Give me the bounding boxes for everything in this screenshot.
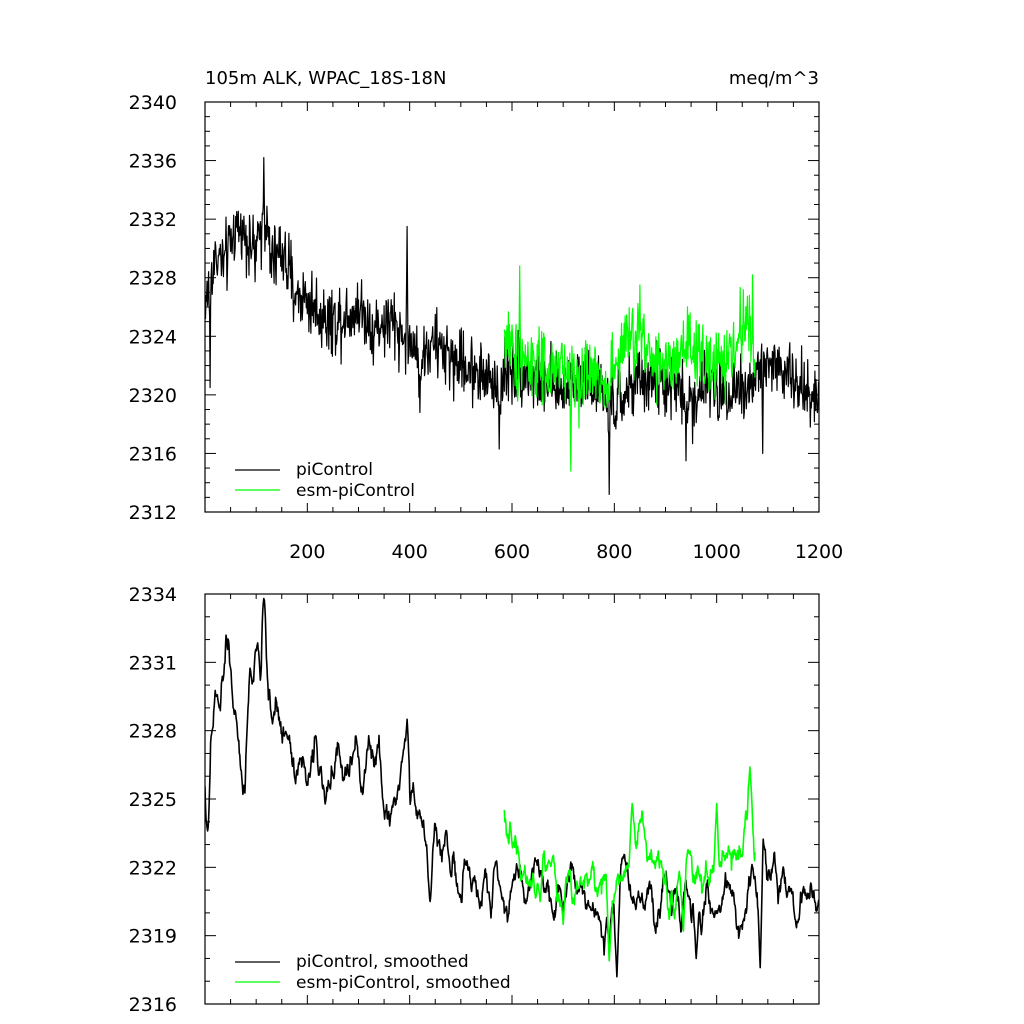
top-ytick-label: 2332 [129,209,177,231]
bottom-legend-label-0: piControl, smoothed [296,952,469,972]
bottom-ytick-label: 2319 [129,926,177,948]
bottom-series-line-0 [205,597,819,978]
top-legend-label-0: piControl [296,460,373,480]
bottom-ytick-label: 2316 [129,994,177,1016]
top-ytick-label: 2316 [129,443,177,465]
bottom-ytick-label: 2322 [129,857,177,879]
bottom-ytick-label: 2325 [129,789,177,811]
top-series-line-1 [503,265,756,472]
top-ytick-label: 2340 [129,92,177,114]
bottom-series-group [205,597,819,978]
top-ticks: 200 400 600 800 1000 1200 2340 2336 2332 2328 2324… [129,92,844,563]
top-title: 105m ALK, WPAC_18S-18N [205,68,446,89]
top-xtick-label: 800 [596,541,632,563]
bottom-ticks: 2334 2331 2328 2325 2322 2319 2316 [129,584,820,1016]
bottom-ytick-label: 2334 [129,584,177,606]
top-ytick-label: 2336 [129,151,177,173]
top-ytick-label: 2312 [129,502,177,524]
top-ytick-label: 2324 [129,326,177,348]
bottom-legend: piControl, smoothed esm-piControl, smoot… [235,952,511,993]
top-legend: piControl esm-piControl [235,460,415,501]
bottom-series-line-1 [503,766,756,962]
top-ytick-label: 2320 [129,385,177,407]
top-xtick-label: 400 [392,541,428,563]
bottom-ytick-label: 2331 [129,652,177,674]
top-series-group [205,157,819,495]
bottom-legend-label-1: esm-piControl, smoothed [296,973,511,993]
top-units: meq/m^3 [729,68,819,89]
top-panel: 105m ALK, WPAC_18S-18N meq/m^3 200 400 600… [129,68,844,563]
bottom-panel: 2334 2331 2328 2325 2322 2319 2316 piControl, … [129,584,820,1016]
top-series-line-0 [205,157,819,495]
top-xtick-label: 600 [494,541,530,563]
bottom-plot-frame [204,593,820,1005]
top-xtick-label: 200 [289,541,325,563]
bottom-ytick-label: 2328 [129,721,177,743]
top-legend-label-1: esm-piControl [296,481,415,501]
top-xtick-label: 1000 [692,541,740,563]
top-ytick-label: 2328 [129,268,177,290]
top-xtick-label: 1200 [795,541,843,563]
top-plot-frame [204,101,820,513]
